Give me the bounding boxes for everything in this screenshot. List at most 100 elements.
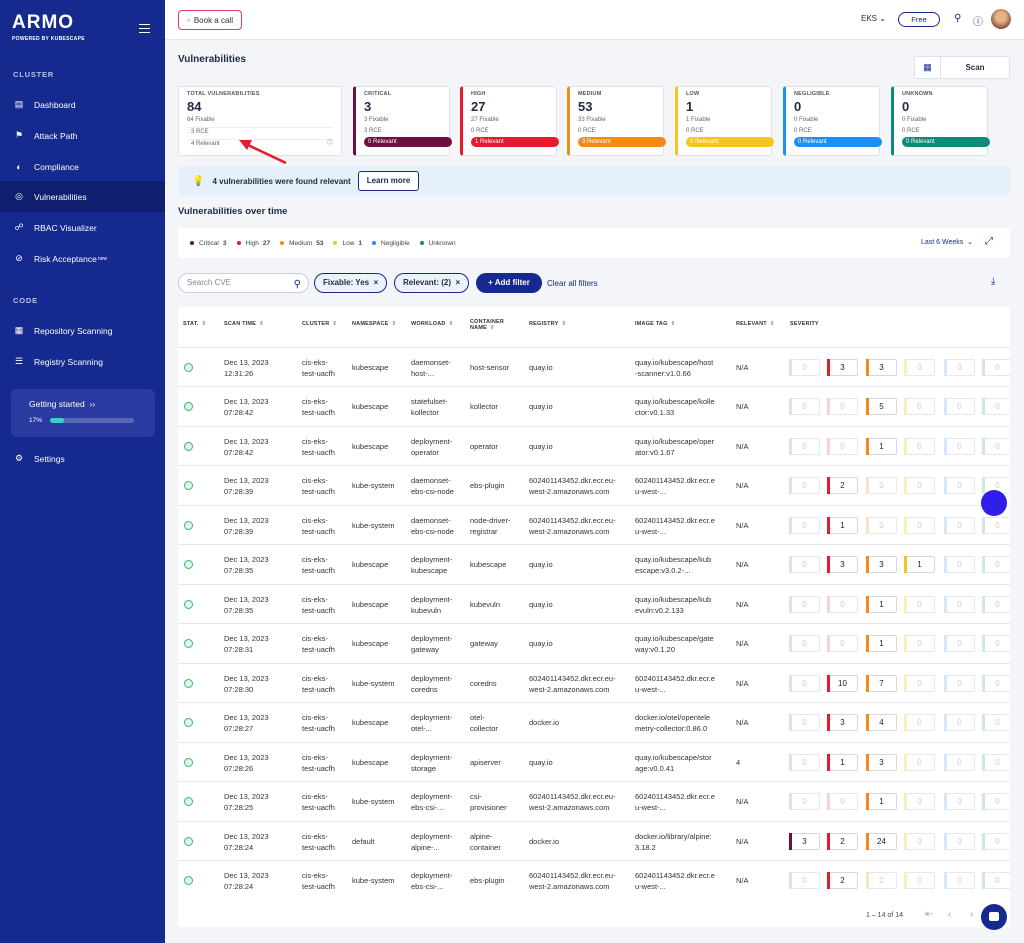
filter-chip-relevant[interactable]: Relevant: (2) ×: [394, 273, 470, 293]
legend-item-unknown[interactable]: Unknown: [419, 240, 456, 247]
column-header[interactable]: WORKLOAD ⇕: [411, 321, 453, 327]
table-row[interactable]: Dec 13, 2023 07:28:39 cis-eks-test-uacfh ku…: [178, 465, 1010, 505]
table-row[interactable]: Dec 13, 2023 07:28:24 cis-eks-test-uacfh ku…: [178, 860, 1010, 900]
armo-logo[interactable]: ARMO POWERED BY KUBESCAPE: [12, 12, 85, 42]
sidebar-item-registry-scanning[interactable]: ☰ Registry Scanning: [0, 346, 165, 377]
table-row[interactable]: Dec 13, 2023 07:28:27 cis-eks-test-uacfh ku…: [178, 702, 1010, 742]
cell-line: Dec 13, 2023: [224, 436, 269, 446]
severity-card-unknown[interactable]: UNKNOWN 0 0 Fixable 0 RCE 0 Relevant: [891, 86, 990, 156]
add-user-icon[interactable]: ⚲: [954, 13, 962, 24]
filter-chip-fixable[interactable]: Fixable: Yes ×: [314, 273, 388, 293]
sidebar-item-settings[interactable]: ⚙ Settings: [0, 443, 165, 474]
severity-card-negligible[interactable]: NEGLIGIBLE 0 0 Fixable 0 RCE 0 Relevant: [783, 86, 882, 156]
cell-scan-time: Dec 13, 2023 07:28:24: [224, 831, 269, 853]
chat-icon[interactable]: [981, 904, 1007, 930]
add-filter-button[interactable]: + Add filter: [476, 273, 542, 293]
info-icon[interactable]: ⓘ: [326, 141, 333, 147]
sort-icon[interactable]: ⇕: [391, 321, 397, 327]
cell-registry: quay.io: [529, 599, 553, 610]
sidebar-item-dashboard[interactable]: ▤ Dashboard: [0, 89, 165, 120]
card-rce: 0 RCE: [686, 128, 704, 134]
legend-item-negligible[interactable]: Negligible: [372, 240, 410, 247]
getting-started-card[interactable]: Getting started ›› 17%: [11, 389, 155, 437]
close-icon[interactable]: ×: [373, 278, 379, 287]
sort-icon[interactable]: ⇕: [561, 321, 567, 327]
table-row[interactable]: Dec 13, 2023 07:28:35 cis-eks-test-uacfh ku…: [178, 583, 1010, 624]
sort-icon[interactable]: ⇕: [490, 325, 495, 331]
severity-count: 0: [866, 516, 897, 534]
first-page-icon[interactable]: ⇤: [925, 909, 934, 920]
total-vulnerabilities-card[interactable]: TOTAL VULNERABILITIES 84 64 Fixable 3 RC…: [178, 86, 342, 156]
clear-filters-link[interactable]: Clear all filters: [547, 279, 598, 288]
next-page-icon[interactable]: ›: [970, 909, 974, 920]
severity-count: 0: [789, 358, 820, 376]
sort-icon[interactable]: ⇕: [670, 321, 676, 327]
sidebar-item-attack-path[interactable]: ⚑ Attack Path: [0, 120, 165, 151]
sidebar-item-risk-acceptance[interactable]: ⊘ Risk Acceptance new: [0, 243, 165, 274]
severity-card-high[interactable]: HIGH 27 27 Fixable 0 RCE 1 Relevant: [460, 86, 559, 156]
column-header[interactable]: NAMESPACE ⇕: [352, 321, 396, 327]
plan-badge[interactable]: Free: [898, 12, 940, 27]
table-row[interactable]: Dec 13, 2023 07:28:24 cis-eks-test-uacfh de…: [178, 820, 1010, 861]
learn-more-button[interactable]: Learn more: [357, 171, 420, 191]
cell-scan-time: Dec 13, 2023 07:28:39: [224, 515, 269, 537]
column-header[interactable]: REGISTRY ⇕: [529, 321, 566, 327]
column-header[interactable]: CONTAINER NAME ⇕: [470, 319, 510, 331]
menu-icon[interactable]: [139, 24, 150, 33]
table-row[interactable]: Dec 13, 2023 07:28:42 cis-eks-test-uacfh ku…: [178, 425, 1010, 466]
cell-cluster: cis-eks-test-uacfh: [302, 396, 335, 418]
severity-card-low[interactable]: LOW 1 1 Fixable 0 RCE 0 Relevant: [675, 86, 774, 156]
floating-action-button[interactable]: [981, 490, 1007, 516]
cluster-selector[interactable]: EKS ⌄: [861, 14, 886, 23]
column-header[interactable]: RELEVANT ⇕: [736, 321, 775, 327]
range-selector[interactable]: Last 6 Weeks ⌄: [921, 238, 973, 246]
table-row[interactable]: Dec 13, 2023 07:28:35 cis-eks-test-uacfh ku…: [178, 544, 1010, 584]
close-icon[interactable]: ×: [455, 278, 461, 287]
sort-icon[interactable]: ⇕: [769, 321, 775, 327]
avatar[interactable]: [991, 9, 1011, 29]
severity-card-medium[interactable]: MEDIUM 53 33 Fixable 0 RCE 3 Relevant: [567, 86, 666, 156]
legend-item-low[interactable]: Low 1: [333, 240, 362, 247]
sidebar-item-vulnerabilities[interactable]: ◎ Vulnerabilities: [0, 181, 165, 212]
table-row[interactable]: Dec 13, 2023 07:28:42 cis-eks-test-uacfh ku…: [178, 386, 1010, 426]
severity-count: 2: [827, 832, 858, 850]
sort-icon[interactable]: ⇕: [201, 321, 207, 327]
severity-count: 0: [827, 398, 858, 415]
cluster-name: EKS: [861, 14, 878, 23]
cell-line: ctor:v0.1.33: [635, 408, 675, 417]
legend-item-high[interactable]: High 27: [236, 240, 270, 247]
status-icon: [184, 876, 193, 885]
range-label: Last 6 Weeks: [921, 239, 964, 246]
column-header[interactable]: SCAN TIME ⇕: [224, 321, 264, 327]
cell-line: kubescape: [352, 757, 389, 767]
table-row[interactable]: Dec 13, 2023 12:31:26 cis-eks-test-uacfh ku…: [178, 346, 1010, 387]
legend-item-medium[interactable]: Medium 53: [280, 240, 323, 247]
table-row[interactable]: Dec 13, 2023 07:28:30 cis-eks-test-uacfh ku…: [178, 662, 1010, 703]
sidebar-item-rbac-visualizer[interactable]: ☍ RBAC Visualizer: [0, 212, 165, 243]
sidebar-item-compliance[interactable]: ◐ Compliance: [0, 151, 165, 182]
download-icon[interactable]: ⤓: [991, 276, 996, 287]
sidebar-item-repository-scanning[interactable]: ▦ Repository Scanning: [0, 315, 165, 346]
scan-button[interactable]: Scan: [965, 63, 985, 72]
column-header[interactable]: IMAGE TAG ⇕: [635, 321, 675, 327]
severity-card-critical[interactable]: CRITICAL 3 3 Fixable 3 RCE 0 Relevant: [353, 86, 452, 156]
table-row[interactable]: Dec 13, 2023 07:28:25 cis-eks-test-uacfh ku…: [178, 781, 1010, 821]
cell-cluster: cis-eks-test-uacfh: [302, 870, 335, 892]
sort-icon[interactable]: ⇕: [259, 321, 264, 327]
expand-icon[interactable]: ⤢: [985, 236, 993, 247]
sort-icon[interactable]: ⇕: [448, 321, 454, 327]
prev-page-icon[interactable]: ‹: [948, 909, 952, 920]
help-icon[interactable]: ⓘ: [973, 17, 983, 28]
table-row[interactable]: Dec 13, 2023 07:28:39 cis-eks-test-uacfh ku…: [178, 504, 1010, 545]
column-header[interactable]: SEVERITY: [790, 321, 819, 327]
sort-icon[interactable]: ⇕: [332, 321, 338, 327]
column-header[interactable]: CLUSTER ⇕: [302, 321, 337, 327]
severity-count: 0: [944, 753, 975, 771]
calendar-icon[interactable]: ▦: [915, 57, 941, 78]
table-row[interactable]: Dec 13, 2023 07:28:31 cis-eks-test-uacfh ku…: [178, 623, 1010, 663]
book-call-button[interactable]: ▫ Book a call: [178, 10, 242, 30]
column-header[interactable]: STAT. ⇕: [183, 321, 206, 327]
search-input[interactable]: Search CVE ⚲: [178, 273, 309, 293]
table-row[interactable]: Dec 13, 2023 07:28:26 cis-eks-test-uacfh ku…: [178, 741, 1010, 782]
legend-item-critical[interactable]: Critical 3: [190, 240, 227, 247]
